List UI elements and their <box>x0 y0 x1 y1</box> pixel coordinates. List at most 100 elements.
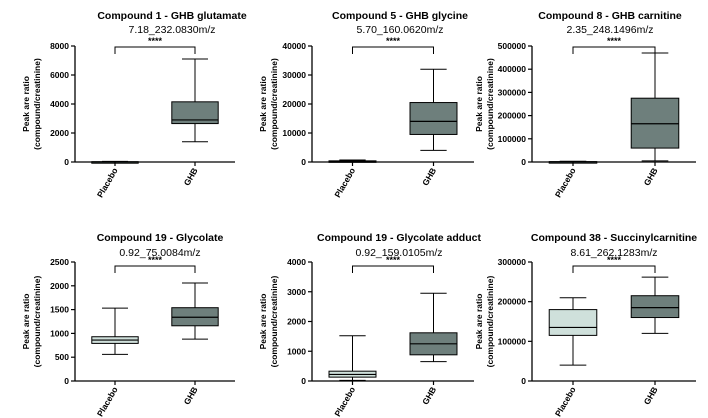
significance-stars: **** <box>607 255 622 265</box>
box-placebo <box>328 335 377 381</box>
y-tick-label: 6000 <box>50 70 69 80</box>
box-ghb <box>171 58 219 143</box>
y-axis-label-line: (compound/creatinine) <box>32 276 42 368</box>
y-tick-label: 0 <box>521 157 526 167</box>
box-ghb <box>630 52 680 162</box>
box-ghb <box>409 292 458 363</box>
box-ghb <box>630 276 680 334</box>
panel-4: Compound 19 - Glycolate 0.92_75.0084m/z Pe… <box>21 232 235 418</box>
y-axis-label: Peak are ratio(compound/creatinine) <box>258 276 279 368</box>
x-tick-label: GHB <box>642 166 660 187</box>
x-tick-label: GHB <box>642 385 660 406</box>
y-axis-label-line: (compound/creatinine) <box>269 276 279 368</box>
panel-subtitle: 7.18_232.0830m/z <box>129 24 216 36</box>
y-tick-label: 400000 <box>498 64 527 74</box>
x-tick-label: Placebo <box>553 385 578 418</box>
x-tick-label: Placebo <box>95 166 120 199</box>
y-tick-label: 100000 <box>498 336 527 346</box>
y-axis-label-line: (compound/creatinine) <box>485 58 495 150</box>
x-tick-label: GHB <box>182 166 200 187</box>
y-tick-label: 3000 <box>287 287 306 297</box>
panel-2: Compound 5 - GHB glycine 5.70_160.0620m/z… <box>258 10 474 199</box>
panel-3: Compound 8 - GHB carnitine 2.35_248.1496m… <box>474 10 696 199</box>
significance-bracket <box>572 265 656 273</box>
y-axis-label-line: (compound/creatinine) <box>485 276 495 368</box>
panel-title: Compound 19 - Glycolate adduct <box>317 232 481 244</box>
y-tick-label: 200000 <box>498 111 527 121</box>
significance-stars: **** <box>148 36 163 46</box>
panel-title: Compound 1 - GHB glutamate <box>97 10 246 22</box>
box-iqr <box>548 309 598 336</box>
x-tick-label: GHB <box>420 166 438 187</box>
x-tick-label: GHB <box>182 385 200 406</box>
box-iqr <box>630 295 680 319</box>
y-tick-label: 100000 <box>498 134 527 144</box>
y-tick-label: 500 <box>55 352 69 362</box>
significance-bracket <box>352 265 434 273</box>
y-tick-label: 2500 <box>50 257 69 267</box>
y-axis-label-line: Peak are ratio <box>21 294 31 350</box>
y-axis-label: Peak are ratio(compound/creatinine) <box>474 58 495 150</box>
y-tick-label: 1000 <box>50 328 69 338</box>
panel-5: Compound 19 - Glycolate adduct 0.92_159.0… <box>258 232 481 418</box>
panel-title: Compound 38 - Succinylcarnitine <box>531 232 697 244</box>
y-axis-label: Peak are ratio(compound/creatinine) <box>21 276 42 368</box>
y-tick-label: 4000 <box>50 99 69 109</box>
y-tick-label: 200000 <box>498 297 527 307</box>
panel-title: Compound 8 - GHB carnitine <box>538 10 682 22</box>
y-tick-label: 40000 <box>282 41 306 51</box>
y-tick-label: 1500 <box>50 305 69 315</box>
box-ghb <box>171 282 219 340</box>
significance-bracket <box>352 46 434 54</box>
y-tick-label: 300000 <box>498 257 527 267</box>
y-tick-label: 2000 <box>50 128 69 138</box>
panel-subtitle: 0.92_159.0105m/z <box>356 247 443 259</box>
y-tick-label: 0 <box>521 376 526 386</box>
y-tick-label: 4000 <box>287 257 306 267</box>
y-tick-label: 0 <box>64 376 69 386</box>
y-axis-label-line: Peak are ratio <box>258 294 268 350</box>
y-tick-label: 1000 <box>287 346 306 356</box>
y-axis-label-line: Peak are ratio <box>258 76 268 132</box>
y-tick-label: 0 <box>64 157 69 167</box>
significance-bracket <box>114 265 196 273</box>
y-axis-label: Peak are ratio(compound/creatinine) <box>21 58 42 150</box>
y-tick-label: 10000 <box>282 128 306 138</box>
panel-title: Compound 5 - GHB glycine <box>332 10 468 22</box>
significance-bracket <box>114 46 196 54</box>
y-tick-label: 500000 <box>498 41 527 51</box>
y-tick-label: 0 <box>301 376 306 386</box>
y-tick-label: 8000 <box>50 41 69 51</box>
y-tick-label: 20000 <box>282 99 306 109</box>
significance-stars: **** <box>148 255 163 265</box>
y-axis-label: Peak are ratio(compound/creatinine) <box>258 58 279 150</box>
significance-bracket <box>572 46 656 54</box>
panel-6: Compound 38 - Succinylcarnitine 8.61_262.… <box>474 232 697 418</box>
panel-subtitle: 0.92_75.0084m/z <box>119 247 200 259</box>
panel-subtitle: 2.35_248.1496m/z <box>567 24 654 36</box>
box-placebo <box>328 159 377 163</box>
panel-subtitle: 8.61_262.1283m/z <box>571 247 658 259</box>
x-tick-label: Placebo <box>553 166 578 199</box>
y-tick-label: 2000 <box>50 281 69 291</box>
y-axis-label-line: (compound/creatinine) <box>32 58 42 150</box>
x-tick-label: Placebo <box>95 385 120 418</box>
y-axis-label-line: (compound/creatinine) <box>269 58 279 150</box>
x-tick-label: Placebo <box>332 385 357 418</box>
significance-stars: **** <box>386 36 401 46</box>
box-placebo <box>91 307 139 355</box>
y-axis-label-line: Peak are ratio <box>474 294 484 350</box>
x-tick-label: Placebo <box>332 166 357 199</box>
box-placebo <box>548 297 598 366</box>
y-axis-label-line: Peak are ratio <box>474 76 484 132</box>
box-ghb <box>409 68 458 151</box>
panel-title: Compound 19 - Glycolate <box>97 232 224 244</box>
panel-subtitle: 5.70_160.0620m/z <box>357 24 444 36</box>
y-tick-label: 30000 <box>282 70 306 80</box>
y-tick-label: 0 <box>301 157 306 167</box>
x-tick-label: GHB <box>420 385 438 406</box>
panel-1: Compound 1 - GHB glutamate 7.18_232.0830m… <box>21 10 247 199</box>
y-axis-label-line: Peak are ratio <box>21 76 31 132</box>
y-tick-label: 300000 <box>498 87 527 97</box>
